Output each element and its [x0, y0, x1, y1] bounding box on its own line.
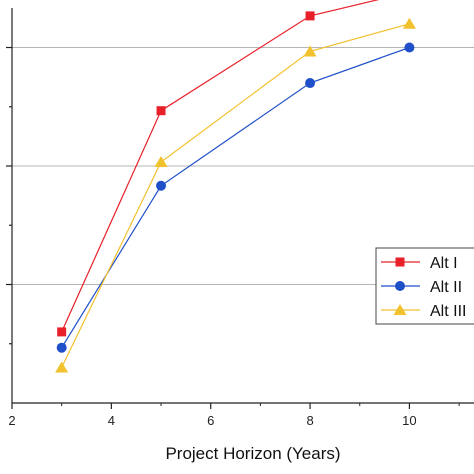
series-1 [57, 0, 380, 337]
x-tick-label-10: 10 [402, 413, 416, 428]
series-2-point-2 [156, 180, 167, 191]
series-line-3 [61, 23, 410, 368]
legend-label-2: Alt II [430, 279, 462, 296]
series-1-point-3 [305, 11, 315, 21]
legend-marker-3 [393, 304, 407, 315]
series-3-point-3 [303, 45, 317, 57]
series-2-point-3 [305, 78, 316, 89]
series-2 [56, 42, 415, 353]
series-3-point-4 [402, 17, 416, 29]
series-3 [55, 17, 416, 373]
legend: Alt I Alt II Alt III [375, 247, 474, 325]
legend-label-3: Alt III [430, 303, 466, 320]
series-line-2 [61, 46, 410, 349]
x-ticks: 2 4 6 8 10 [8, 403, 460, 428]
x-tick-label-4: 4 [108, 413, 115, 428]
series-3-point-2 [154, 156, 168, 168]
legend-label-1: Alt I [430, 255, 458, 272]
x-tick-label-6: 6 [207, 413, 214, 428]
series-1-point-2 [156, 106, 166, 116]
series-2-point-1 [56, 342, 67, 353]
axes [11, 8, 474, 404]
series-lines [55, 0, 416, 373]
series-1-point-1 [57, 327, 67, 337]
x-axis-label: Project Horizon (Years) [165, 444, 340, 463]
series-3-point-1 [55, 361, 69, 373]
x-tick-label-2: 2 [8, 413, 15, 428]
x-tick-label-8: 8 [306, 413, 313, 428]
legend-marker-2 [395, 281, 405, 291]
series-2-point-4 [404, 42, 415, 53]
legend-marker-1 [395, 257, 405, 267]
series-line-1 [61, 0, 380, 333]
y-ticks [6, 46, 12, 345]
